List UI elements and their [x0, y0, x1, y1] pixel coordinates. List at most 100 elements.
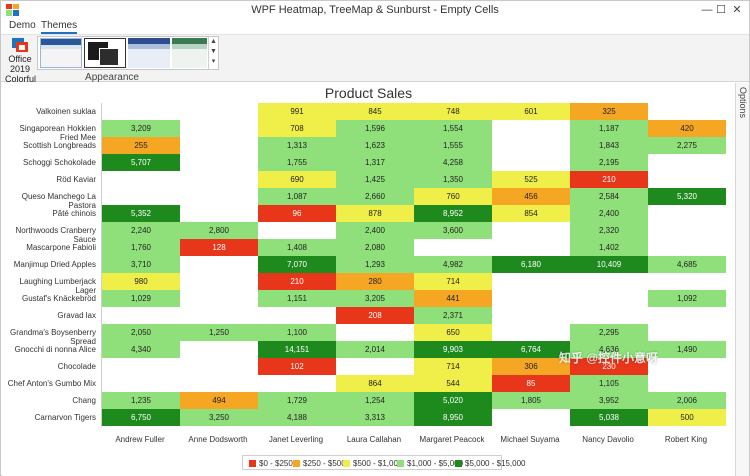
- heatmap-cell[interactable]: 1,623: [336, 137, 414, 154]
- theme-thumb-green[interactable]: [172, 38, 207, 68]
- heatmap-cell[interactable]: 6,180: [492, 256, 570, 273]
- heatmap-cell[interactable]: 14,151: [258, 341, 336, 358]
- heatmap-cell[interactable]: 2,320: [570, 222, 648, 239]
- heatmap-cell[interactable]: 1,729: [258, 392, 336, 409]
- heatmap-cell[interactable]: 845: [336, 103, 414, 120]
- heatmap-cell[interactable]: 1,317: [336, 154, 414, 171]
- heatmap-cell[interactable]: 3,250: [180, 409, 258, 426]
- heatmap-cell[interactable]: 2,080: [336, 239, 414, 256]
- heatmap-cell[interactable]: 5,020: [414, 392, 492, 409]
- heatmap-cell[interactable]: 1,408: [258, 239, 336, 256]
- heatmap-cell[interactable]: 1,250: [180, 324, 258, 341]
- heatmap-cell[interactable]: 980: [102, 273, 180, 290]
- heatmap-cell[interactable]: 4,685: [648, 256, 726, 273]
- heatmap-cell[interactable]: 650: [414, 324, 492, 341]
- heatmap-cell[interactable]: 1,293: [336, 256, 414, 273]
- maximize-button[interactable]: ☐: [716, 4, 726, 16]
- heatmap-cell[interactable]: 2,275: [648, 137, 726, 154]
- heatmap-cell[interactable]: 1,254: [336, 392, 414, 409]
- heatmap-cell[interactable]: 601: [492, 103, 570, 120]
- heatmap-cell[interactable]: 210: [570, 171, 648, 188]
- heatmap-cell[interactable]: 3,600: [414, 222, 492, 239]
- heatmap-cell[interactable]: 3,710: [102, 256, 180, 273]
- gallery-expand-icon[interactable]: ▾: [211, 58, 216, 65]
- heatmap-cell[interactable]: 1,843: [570, 137, 648, 154]
- heatmap-cell[interactable]: 456: [492, 188, 570, 205]
- heatmap-cell[interactable]: 1,554: [414, 120, 492, 137]
- heatmap-cell[interactable]: 5,707: [102, 154, 180, 171]
- heatmap-cell[interactable]: 2,295: [570, 324, 648, 341]
- heatmap-cell[interactable]: 1,805: [492, 392, 570, 409]
- heatmap-cell[interactable]: 4,636: [570, 341, 648, 358]
- heatmap-cell[interactable]: 2,584: [570, 188, 648, 205]
- heatmap-cell[interactable]: 85: [492, 375, 570, 392]
- heatmap-cell[interactable]: 854: [492, 205, 570, 222]
- heatmap-cell[interactable]: 7,070: [258, 256, 336, 273]
- heatmap-cell[interactable]: 708: [258, 120, 336, 137]
- heatmap-cell[interactable]: 1,555: [414, 137, 492, 154]
- heatmap-cell[interactable]: 102: [258, 358, 336, 375]
- heatmap-cell[interactable]: 280: [336, 273, 414, 290]
- heatmap-cell[interactable]: 2,400: [570, 205, 648, 222]
- tab-demo[interactable]: Demo: [9, 20, 36, 31]
- heatmap-cell[interactable]: 714: [414, 358, 492, 375]
- heatmap-cell[interactable]: 1,100: [258, 324, 336, 341]
- scroll-up-icon[interactable]: ▲: [210, 38, 217, 45]
- heatmap-cell[interactable]: 6,750: [102, 409, 180, 426]
- heatmap-cell[interactable]: 3,209: [102, 120, 180, 137]
- heatmap-cell[interactable]: 1,105: [570, 375, 648, 392]
- heatmap-cell[interactable]: 8,950: [414, 409, 492, 426]
- theme-thumb-dark[interactable]: [84, 38, 126, 68]
- theme-thumb-light[interactable]: [40, 38, 82, 68]
- heatmap-cell[interactable]: 1,425: [336, 171, 414, 188]
- heatmap-cell[interactable]: 2,050: [102, 324, 180, 341]
- theme-thumb-blue[interactable]: [128, 38, 170, 68]
- heatmap-cell[interactable]: 1,092: [648, 290, 726, 307]
- scroll-down-icon[interactable]: ▼: [210, 48, 217, 55]
- heatmap-cell[interactable]: 2,371: [414, 307, 492, 324]
- heatmap-cell[interactable]: 864: [336, 375, 414, 392]
- heatmap-cell[interactable]: 441: [414, 290, 492, 307]
- heatmap-cell[interactable]: 325: [570, 103, 648, 120]
- heatmap-cell[interactable]: 1,187: [570, 120, 648, 137]
- heatmap-cell[interactable]: 9,903: [414, 341, 492, 358]
- heatmap-cell[interactable]: 1,755: [258, 154, 336, 171]
- heatmap-cell[interactable]: 96: [258, 205, 336, 222]
- heatmap-cell[interactable]: 748: [414, 103, 492, 120]
- heatmap-cell[interactable]: 1,235: [102, 392, 180, 409]
- theme-gallery[interactable]: ▲ ▼ ▾: [37, 36, 219, 70]
- heatmap-cell[interactable]: 1,490: [648, 341, 726, 358]
- heatmap-cell[interactable]: 1,313: [258, 137, 336, 154]
- heatmap-cell[interactable]: 2,195: [570, 154, 648, 171]
- heatmap-cell[interactable]: 4,258: [414, 154, 492, 171]
- heatmap-cell[interactable]: 2,800: [180, 222, 258, 239]
- heatmap-cell[interactable]: 1,087: [258, 188, 336, 205]
- heatmap-cell[interactable]: 420: [648, 120, 726, 137]
- heatmap-cell[interactable]: 8,952: [414, 205, 492, 222]
- heatmap-cell[interactable]: 2,240: [102, 222, 180, 239]
- heatmap-cell[interactable]: 6,764: [492, 341, 570, 358]
- options-panel-toggle[interactable]: Options: [735, 83, 749, 476]
- heatmap-cell[interactable]: 5,038: [570, 409, 648, 426]
- heatmap-cell[interactable]: 5,320: [648, 188, 726, 205]
- heatmap-cell[interactable]: 3,952: [570, 392, 648, 409]
- office-theme-button[interactable]: Office 2019 Colorful ▾: [5, 37, 36, 94]
- heatmap-cell[interactable]: 991: [258, 103, 336, 120]
- heatmap-cell[interactable]: 3,313: [336, 409, 414, 426]
- heatmap-cell[interactable]: 4,188: [258, 409, 336, 426]
- heatmap-cell[interactable]: 2,006: [648, 392, 726, 409]
- heatmap-cell[interactable]: 3,205: [336, 290, 414, 307]
- heatmap-cell[interactable]: 2,014: [336, 341, 414, 358]
- heatmap-cell[interactable]: 1,760: [102, 239, 180, 256]
- heatmap-cell[interactable]: 690: [258, 171, 336, 188]
- heatmap-cell[interactable]: 1,402: [570, 239, 648, 256]
- heatmap-cell[interactable]: 5,352: [102, 205, 180, 222]
- heatmap-cell[interactable]: 2,660: [336, 188, 414, 205]
- heatmap-cell[interactable]: 1,151: [258, 290, 336, 307]
- heatmap-cell[interactable]: 4,340: [102, 341, 180, 358]
- gallery-scroller[interactable]: ▲ ▼ ▾: [208, 37, 218, 69]
- heatmap-cell[interactable]: 500: [648, 409, 726, 426]
- heatmap-cell[interactable]: 760: [414, 188, 492, 205]
- heatmap-cell[interactable]: 2,400: [336, 222, 414, 239]
- close-button[interactable]: ✕: [732, 4, 742, 16]
